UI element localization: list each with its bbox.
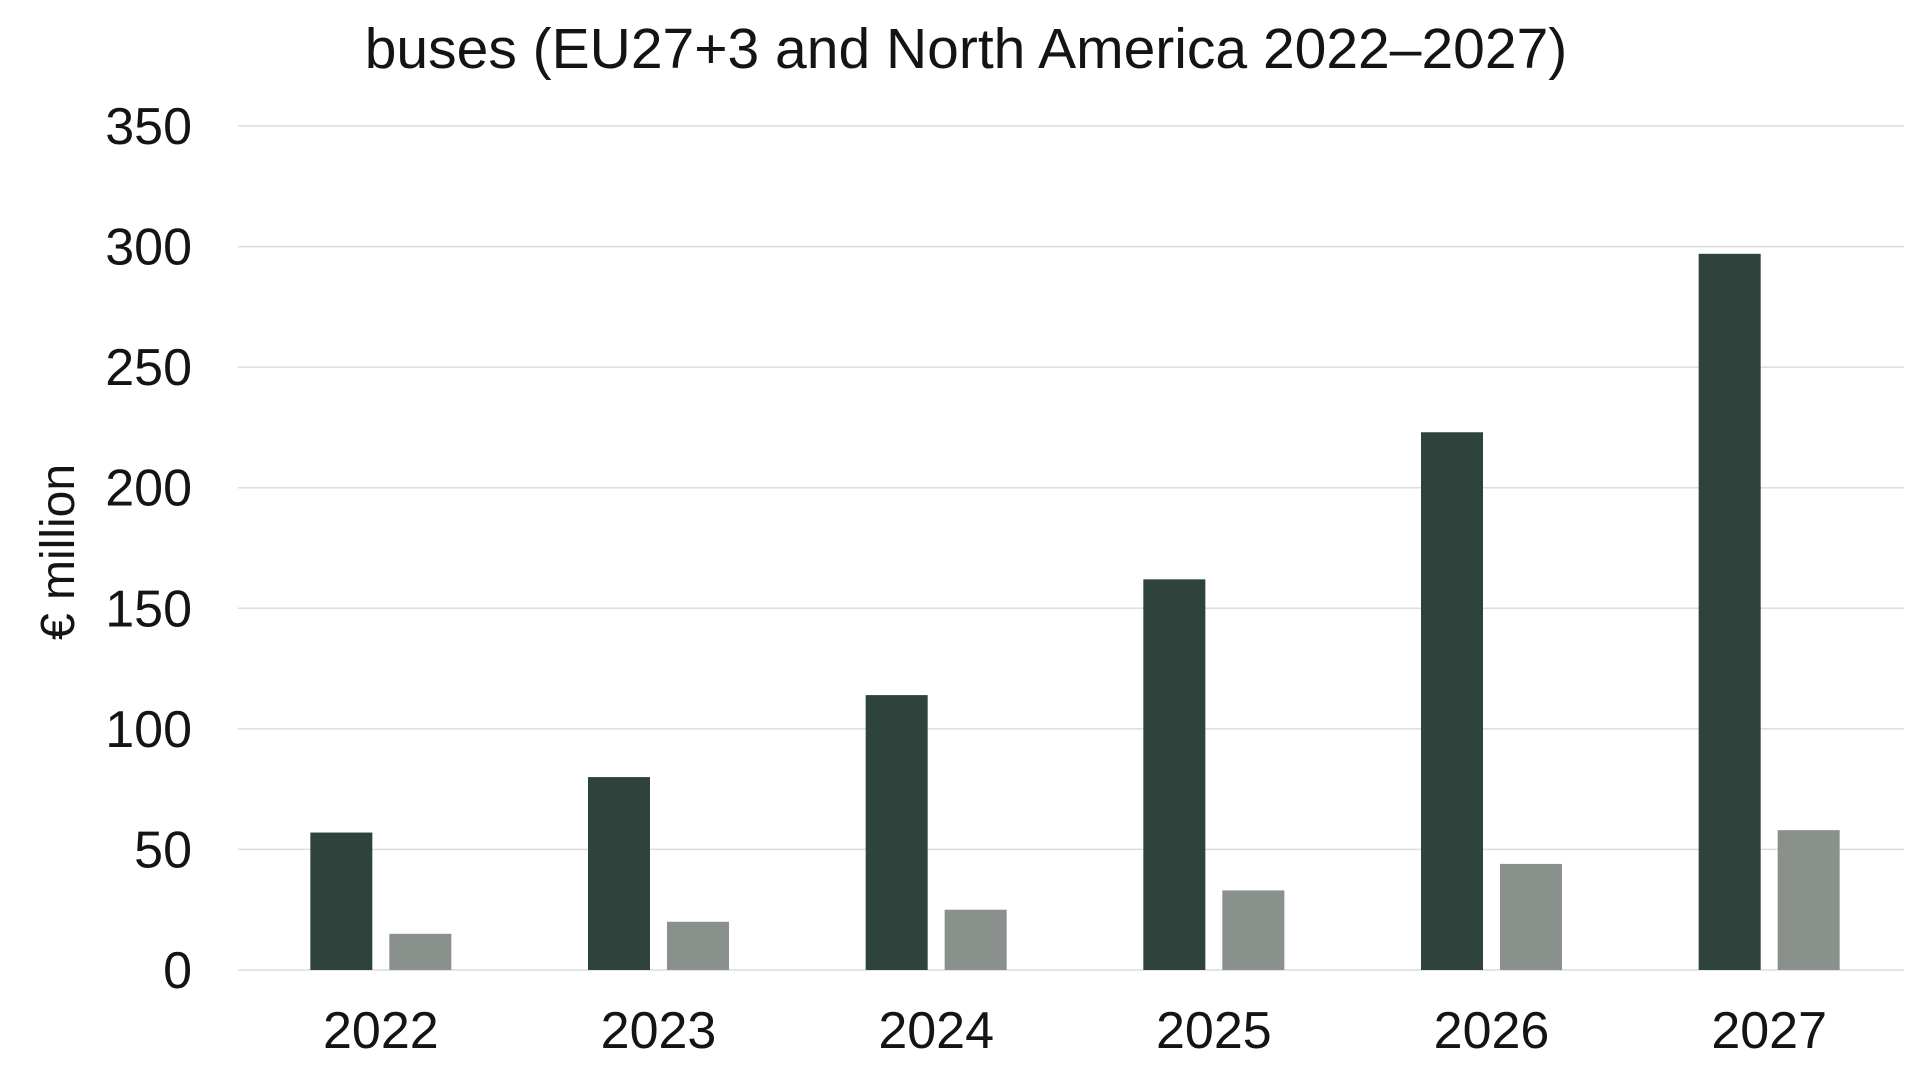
y-tick-label-150: 150 (105, 580, 192, 638)
y-tick-label-350: 350 (105, 98, 192, 156)
bar-series2-2022 (389, 933, 452, 970)
bar-series1-2027 (1698, 253, 1761, 970)
bar-series1-2022 (310, 832, 373, 970)
x-tick-labels: 2022 2023 2024 2025 2026 2027 (323, 1002, 1827, 1060)
bar-series1-2024 (865, 695, 928, 970)
x-tick-label-2024: 2024 (878, 1002, 994, 1060)
bars (310, 253, 1840, 970)
bar-series2-2023 (667, 921, 729, 970)
bar-series1-2023 (588, 777, 650, 970)
y-tick-label-0: 0 (163, 942, 192, 1000)
y-tick-label-100: 100 (105, 701, 192, 759)
chart-title: buses (EU27+3 and North America 2022–202… (365, 17, 1568, 81)
bar-series2-2027 (1777, 830, 1840, 970)
x-tick-label-2022: 2022 (323, 1002, 439, 1060)
x-tick-label-2025: 2025 (1156, 1002, 1272, 1060)
y-axis-label: € million (32, 464, 85, 640)
y-tick-labels: 0 50 100 150 200 250 300 350 (105, 98, 192, 1000)
gridlines (238, 125, 1904, 971)
bar-series2-2024 (944, 909, 1007, 970)
y-tick-label-50: 50 (134, 821, 192, 879)
bar-series2-2025 (1222, 890, 1285, 970)
x-tick-label-2023: 2023 (601, 1002, 717, 1060)
bar-series2-2026 (1500, 863, 1562, 970)
bar-series1-2026 (1421, 432, 1483, 970)
x-tick-label-2027: 2027 (1711, 1002, 1827, 1060)
y-tick-label-300: 300 (105, 219, 192, 277)
y-tick-label-200: 200 (105, 460, 192, 518)
bar-series1-2025 (1143, 579, 1206, 970)
y-tick-label-250: 250 (105, 339, 192, 397)
x-tick-label-2026: 2026 (1434, 1002, 1550, 1060)
